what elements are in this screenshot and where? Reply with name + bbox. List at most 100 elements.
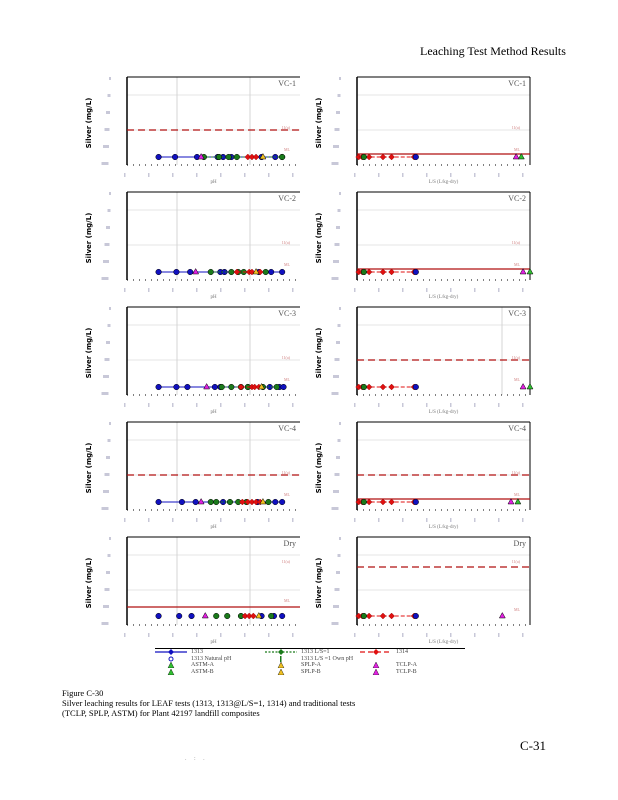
- y-tick-label: [333, 605, 339, 608]
- x-tick-label: [244, 173, 246, 177]
- y-axis-label: Silver (mg/L): [85, 213, 93, 264]
- legend-marker-icon: [360, 649, 392, 655]
- x-tick-label: [292, 403, 294, 407]
- y-tick-label: [334, 588, 340, 591]
- chart-panel: 11(a) ML VC-3 Silver (mg/L) L/S (L/kg-dry): [312, 302, 542, 417]
- data-marker-triangle: [255, 611, 263, 619]
- data-marker-diamond: [365, 498, 373, 506]
- y-tick-label: [109, 192, 111, 195]
- data-marker-circle: [211, 383, 218, 391]
- y-tick-label: [337, 324, 341, 327]
- x-tick-label: [450, 403, 452, 407]
- data-marker-diamond: [388, 268, 395, 276]
- data-marker-circle: [178, 498, 185, 506]
- x-tick-label: [172, 288, 174, 292]
- panel-title: VC-1: [508, 79, 526, 88]
- data-marker-circle: [262, 268, 269, 276]
- chart-svg: 11(a) ML VC-4 Silver (mg/L) L/S (L/kg-dry): [315, 421, 531, 530]
- footer-marks: . : .: [185, 756, 208, 762]
- x-tick-label: [426, 403, 428, 407]
- x-axis-label: pH: [210, 180, 217, 185]
- y-tick-label: [106, 111, 110, 114]
- y-tick-label: [103, 375, 109, 378]
- y-axis-label: Silver (mg/L): [85, 98, 93, 149]
- x-tick-label: [450, 288, 452, 292]
- data-marker-triangle: [498, 611, 506, 619]
- x-tick-label: [498, 633, 500, 637]
- chart-panel: 11(a) ML VC-3 Silver (mg/L) pH: [82, 302, 312, 417]
- legend-item: ASTM-A: [155, 662, 214, 668]
- data-marker-triangle: [517, 152, 525, 160]
- x-tick-label: [378, 288, 380, 292]
- x-tick-label: [148, 173, 150, 177]
- x-tick-label: [268, 633, 270, 637]
- panel-title: VC-4: [278, 424, 296, 433]
- data-marker-circle: [155, 383, 162, 391]
- legend-label: 1313 Natural pH: [191, 655, 232, 662]
- x-tick-label: [244, 403, 246, 407]
- x-tick-label: [220, 403, 222, 407]
- x-tick-label: [402, 403, 404, 407]
- x-tick-label: [244, 633, 246, 637]
- data-marker-triangle: [192, 267, 200, 275]
- x-tick-label: [148, 288, 150, 292]
- limit-label-solid: ML: [514, 147, 521, 152]
- x-tick-label: [292, 173, 294, 177]
- y-tick-label: [339, 537, 341, 540]
- chart-svg: 11(a) ML VC-3 Silver (mg/L) pH: [85, 306, 300, 415]
- data-marker-circle: [192, 498, 199, 506]
- caption-line-1: Silver leaching results for LEAF tests (…: [62, 698, 356, 708]
- limit-label-dashed: 11(a): [282, 470, 291, 475]
- chart-svg: 11(a) ML VC-1 Silver (mg/L) L/S (L/kg-dry): [315, 76, 531, 185]
- data-marker-circle: [279, 268, 286, 276]
- data-marker-circle: [412, 612, 419, 620]
- data-marker-diamond: [252, 153, 260, 161]
- data-marker-circle: [360, 383, 367, 391]
- y-tick-label: [333, 145, 339, 148]
- limit-label-solid: ML: [284, 492, 291, 497]
- x-tick-label: [498, 518, 500, 522]
- x-tick-label: [522, 173, 524, 177]
- x-tick-label: [172, 518, 174, 522]
- data-marker-diamond: [365, 153, 373, 161]
- legend-marker-icon: [280, 655, 282, 662]
- data-marker-triangle: [526, 382, 534, 390]
- x-tick-label: [172, 633, 174, 637]
- x-tick-label: [498, 288, 500, 292]
- data-marker-circle: [360, 268, 367, 276]
- y-axis-label: Silver (mg/L): [315, 443, 323, 494]
- data-marker-triangle: [259, 497, 267, 505]
- chart-panel: 11(a) ML VC-4 Silver (mg/L) pH: [82, 417, 312, 532]
- x-tick-label: [148, 633, 150, 637]
- x-tick-label: [354, 633, 356, 637]
- data-marker-circle: [412, 153, 419, 161]
- y-tick-label: [336, 111, 340, 114]
- data-marker-circle: [268, 612, 275, 620]
- data-marker-triangle: [258, 382, 265, 390]
- legend-item: TCLP-A: [360, 662, 417, 668]
- x-tick-label: [378, 173, 380, 177]
- chart-legend: 1313 1313 L/S=1 1314 1313 Natural pH 1313 L/…: [155, 648, 465, 678]
- legend-symbol: [168, 649, 174, 655]
- x-axis-label: pH: [210, 640, 217, 645]
- data-marker-diamond: [379, 153, 387, 161]
- data-marker-diamond: [365, 268, 373, 276]
- x-tick-label: [292, 518, 294, 522]
- x-tick-label: [196, 518, 198, 522]
- data-marker-triangle: [512, 152, 520, 160]
- panel-title: VC-4: [508, 424, 526, 433]
- limit-label-solid: ML: [514, 492, 521, 497]
- y-tick-label: [337, 439, 341, 442]
- chart-svg: 11(a) ML VC-2 Silver (mg/L) L/S (L/kg-dry): [315, 191, 534, 300]
- data-marker-circle: [412, 383, 419, 391]
- y-tick-label: [101, 392, 109, 395]
- y-tick-label: [336, 456, 340, 459]
- x-tick-label: [268, 288, 270, 292]
- caption-line-2: (TCLP, SPLP, ASTM) for Plant 42197 landf…: [62, 708, 260, 718]
- chart-svg: 11(a) ML VC-1 Silver (mg/L) pH: [85, 76, 300, 185]
- y-tick-label: [104, 128, 110, 131]
- page-header: Leaching Test Method Results: [420, 44, 566, 58]
- x-tick-label: [498, 173, 500, 177]
- data-marker-circle: [207, 498, 214, 506]
- data-marker-diamond: [388, 153, 395, 161]
